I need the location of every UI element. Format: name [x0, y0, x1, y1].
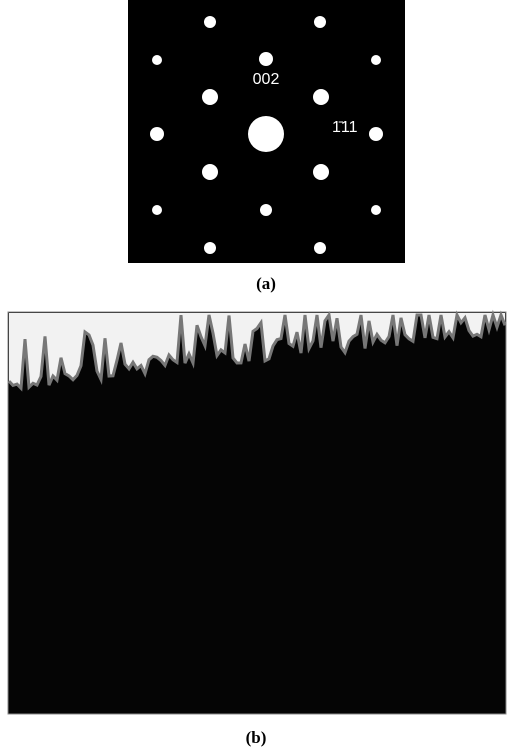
- micrograph: [8, 312, 506, 714]
- central-spot: [248, 116, 284, 152]
- spot: [369, 127, 383, 141]
- page: 002 1̄11 (a) (b) (() => { const data = J…: [0, 0, 510, 748]
- spot: [313, 164, 329, 180]
- caption: (b): [246, 728, 267, 747]
- spot: [202, 164, 218, 180]
- panel-a: 002 1̄11 (a): [128, 0, 405, 293]
- spot: [152, 205, 162, 215]
- spot: [314, 16, 326, 28]
- spot-label: 1̄11: [332, 119, 358, 136]
- spot: [204, 16, 216, 28]
- spot: [313, 89, 329, 105]
- spot: [260, 204, 272, 216]
- spot: [204, 242, 216, 254]
- spot: [259, 52, 273, 66]
- panel-b: (b): [8, 312, 506, 747]
- spot-label: 002: [253, 71, 280, 88]
- spot: [371, 205, 381, 215]
- figure: 002 1̄11 (a) (b): [0, 0, 510, 748]
- spot: [371, 55, 381, 65]
- spot: [202, 89, 218, 105]
- caption: (a): [256, 274, 276, 293]
- spot: [150, 127, 164, 141]
- spot: [152, 55, 162, 65]
- spot: [314, 242, 326, 254]
